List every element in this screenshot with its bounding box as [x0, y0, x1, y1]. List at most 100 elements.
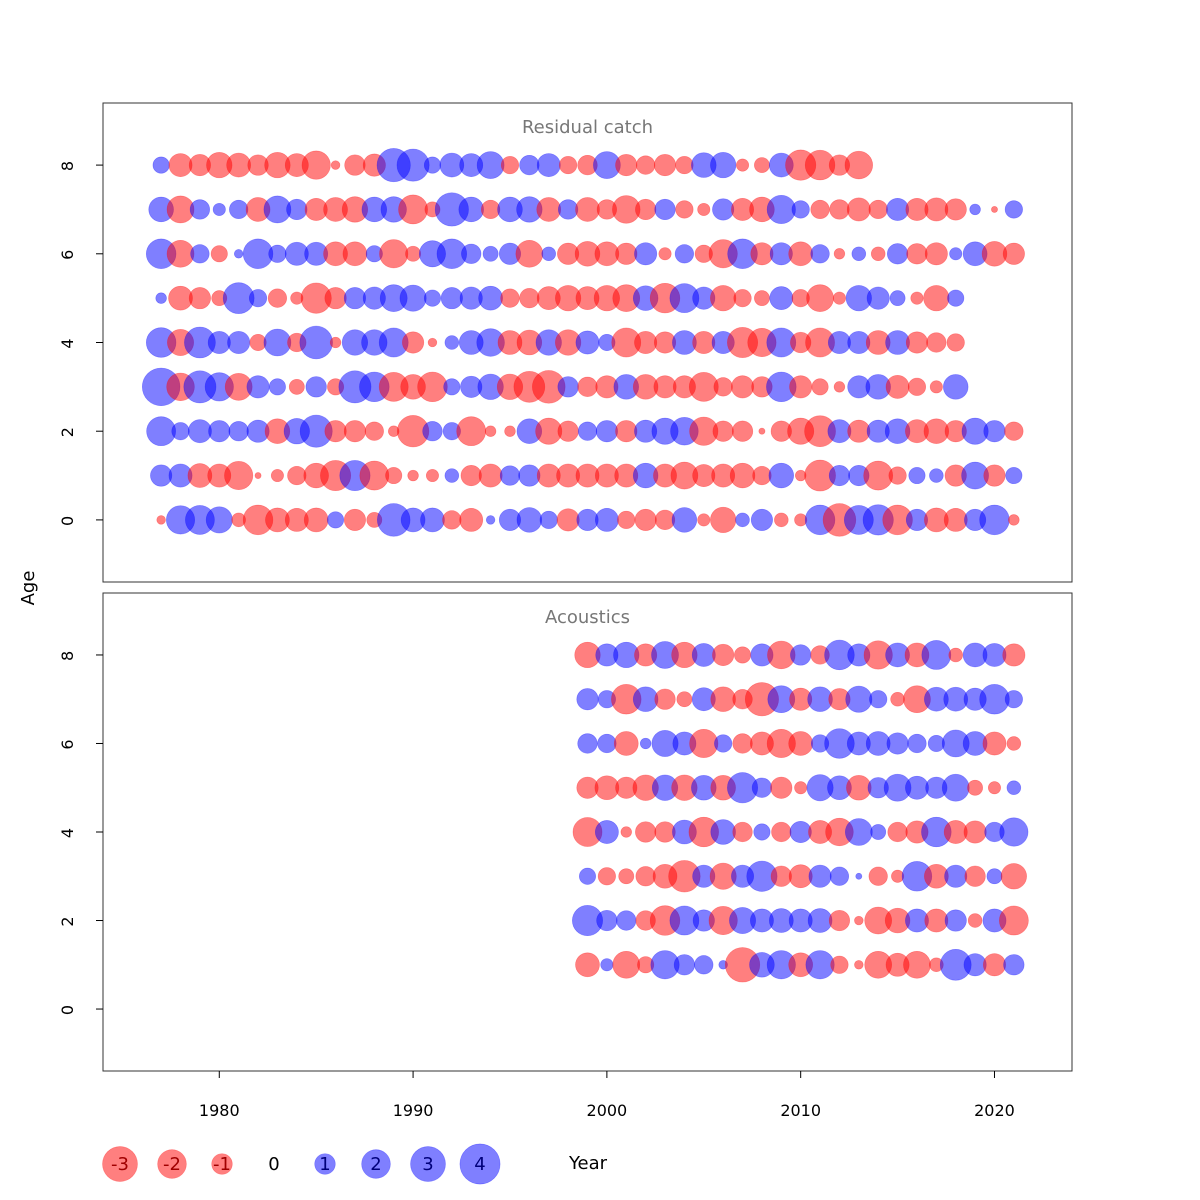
bubble	[851, 246, 867, 262]
bubble	[577, 733, 598, 754]
bubble	[943, 374, 969, 400]
bubble	[399, 284, 427, 312]
bubble	[713, 377, 733, 397]
bubble	[654, 688, 676, 710]
bubble	[268, 378, 286, 396]
bubble	[753, 823, 771, 841]
bubble	[324, 420, 347, 443]
bubble	[267, 288, 288, 308]
bubble	[963, 820, 987, 844]
bubble	[770, 865, 792, 887]
bubble	[1003, 954, 1025, 976]
bubble	[676, 691, 693, 708]
bubble	[903, 950, 931, 979]
bubble	[634, 508, 657, 531]
bubble	[227, 331, 251, 354]
bubble	[790, 644, 812, 666]
bubble	[208, 420, 231, 443]
legend: -3 -2 -1 0 1 2 3 4	[102, 1143, 501, 1185]
bubble	[654, 198, 676, 221]
bubble	[286, 198, 308, 221]
bubble	[658, 247, 672, 261]
bubble	[710, 686, 736, 712]
bubble	[343, 420, 366, 443]
bubble	[908, 467, 926, 485]
bubble	[575, 197, 600, 222]
bubble	[1005, 467, 1023, 485]
bubble	[734, 646, 752, 664]
bubble	[615, 420, 638, 443]
bubble	[712, 420, 734, 442]
bubble	[500, 288, 520, 308]
bubble	[478, 463, 503, 488]
bubble	[789, 375, 813, 399]
bubble	[833, 381, 846, 393]
bubble	[671, 507, 698, 533]
bubble	[987, 781, 1001, 795]
y-tick-label: 2	[58, 916, 77, 926]
bubble	[979, 504, 1010, 536]
bubble	[597, 867, 616, 886]
bubble	[270, 469, 284, 483]
bubble	[613, 731, 639, 756]
bubble	[846, 197, 871, 222]
bubble	[536, 153, 561, 177]
bubble	[594, 508, 619, 532]
bubble	[557, 376, 579, 398]
bubble	[248, 289, 268, 308]
bubble	[828, 909, 851, 932]
y-tick-label: 4	[58, 828, 77, 838]
bubble	[440, 287, 463, 310]
bubble	[425, 469, 439, 483]
bubble	[947, 289, 965, 307]
bubble	[155, 292, 167, 304]
bubble	[597, 733, 617, 754]
x-axis: 1980 1990 2000 2010 2020	[199, 1071, 1015, 1120]
bubble	[478, 285, 503, 311]
bubble	[516, 507, 543, 533]
bubble	[343, 508, 366, 531]
legend-bubble	[459, 1143, 501, 1185]
y-tick-label: 0	[58, 1005, 77, 1015]
bubble	[559, 156, 578, 175]
bubble	[556, 508, 580, 532]
bubble	[287, 465, 307, 486]
bubble	[946, 333, 965, 352]
bubble	[330, 160, 341, 170]
bubble	[991, 206, 998, 213]
bubble	[595, 420, 618, 443]
bubble	[458, 196, 484, 223]
bubble	[869, 690, 888, 709]
bubble	[456, 416, 487, 447]
bubble	[805, 950, 835, 980]
bubble	[476, 151, 505, 179]
bubble	[329, 336, 342, 349]
bubble	[769, 286, 794, 311]
bubble	[536, 197, 562, 222]
bubble	[770, 776, 793, 799]
bubble	[944, 909, 967, 932]
bubble	[233, 249, 244, 259]
bubble	[886, 197, 910, 221]
bubble	[905, 331, 928, 354]
bubble	[929, 468, 944, 483]
y-tick-label: 4	[58, 338, 77, 348]
bubble	[461, 243, 482, 264]
legend-bubble	[211, 1153, 233, 1175]
bubble	[808, 864, 832, 888]
bubble	[750, 508, 773, 531]
bubble	[653, 154, 677, 177]
bubble	[557, 420, 579, 442]
bubble	[359, 460, 390, 491]
bubble	[635, 198, 657, 221]
bubble	[634, 331, 658, 354]
bubble	[943, 508, 968, 532]
bubble	[579, 867, 596, 885]
bubble	[807, 908, 833, 933]
bubble	[600, 958, 614, 972]
bubble	[1002, 242, 1025, 265]
bubble	[1008, 514, 1020, 526]
bubble	[190, 244, 210, 264]
bubble	[845, 685, 873, 713]
bubble	[519, 154, 540, 176]
